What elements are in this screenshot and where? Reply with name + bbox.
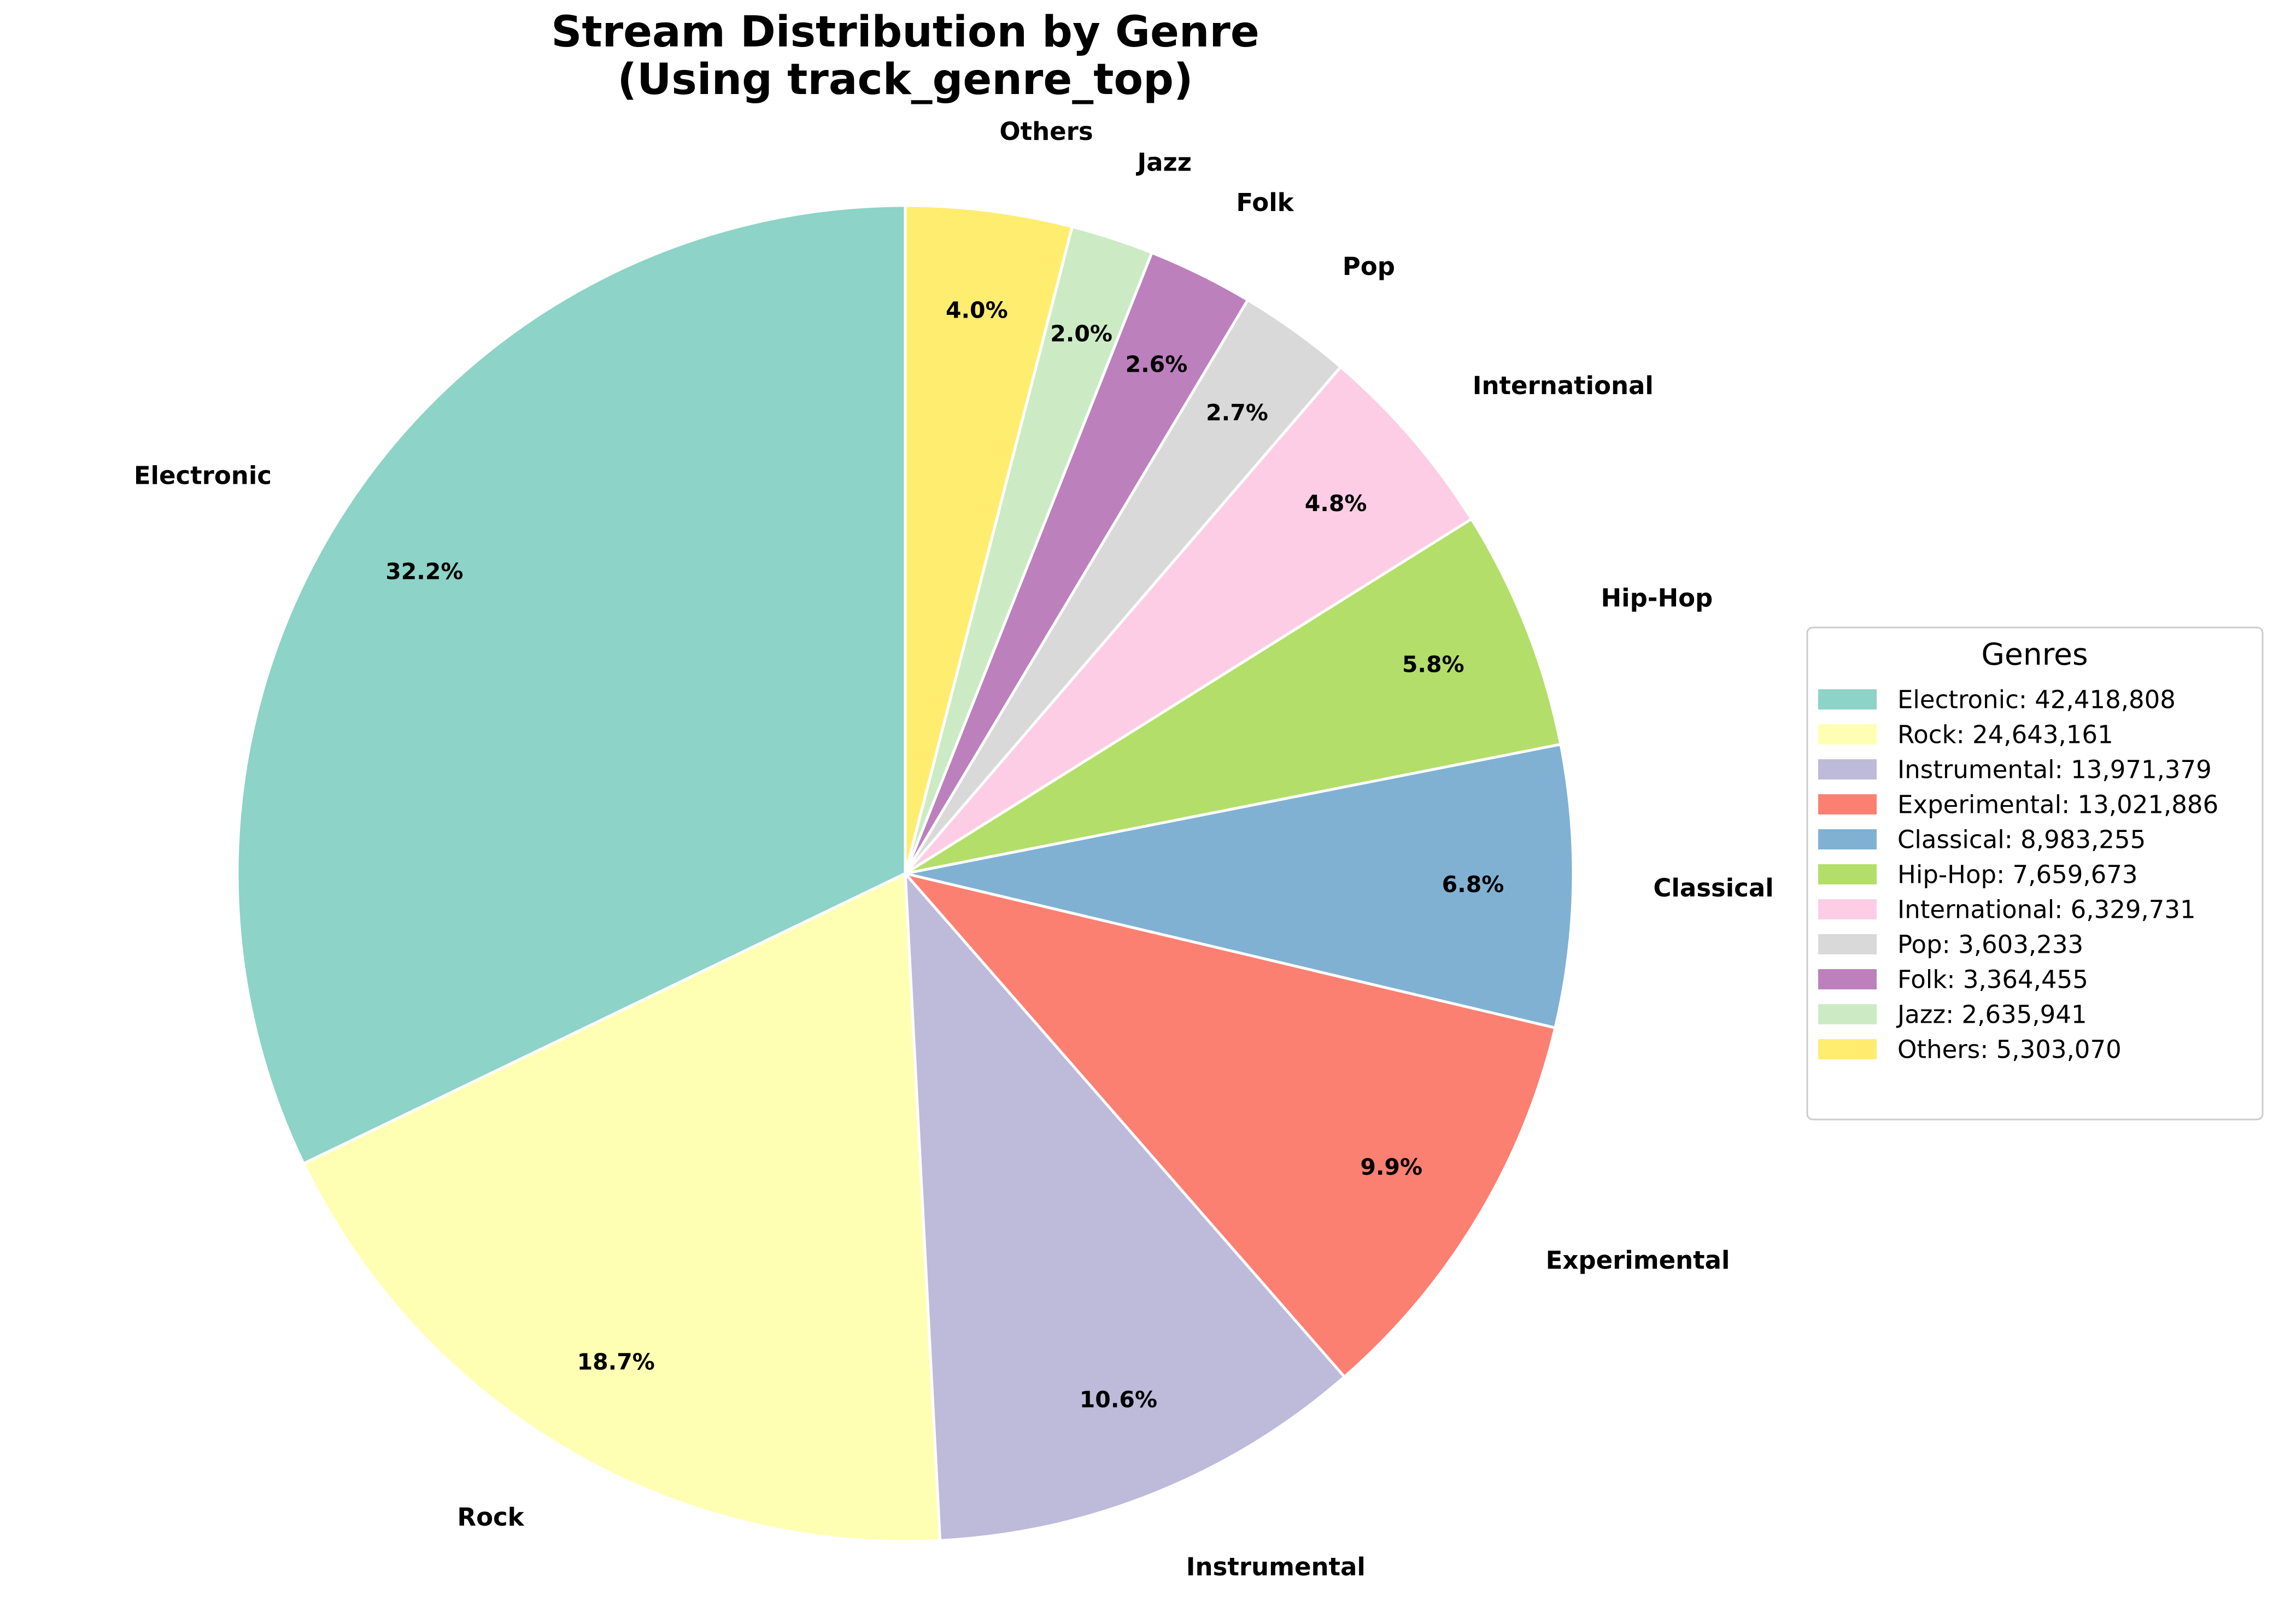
pie-slices xyxy=(236,204,1575,1543)
pie-slice-experimental xyxy=(904,872,1557,1379)
legend-swatch-pop xyxy=(1818,934,1877,954)
legend-items: Electronic: 42,418,808 Rock: 24,643,161 In… xyxy=(1818,685,2218,1064)
pie-slice-electronic xyxy=(236,204,907,1165)
legend: Genres Electronic: 42,418,808 Rock: 24,64… xyxy=(1806,626,2264,1121)
legend-item-folk: Folk: 3,364,455 xyxy=(1818,965,2088,994)
chart-title-line-1: Stream Distribution by Genre xyxy=(551,8,1259,57)
percent-label-others: 4.0% xyxy=(946,297,1008,324)
legend-item-classical: Classical: 8,983,255 xyxy=(1818,825,2146,854)
legend-item-instrumental: Instrumental: 13,971,379 xyxy=(1818,755,2212,784)
category-label-international: International xyxy=(1473,371,1654,400)
percent-labels: 32.2% 18.7% 10.6% 9.9% 6.8% 5.8% 4.8% 2.7% 2.6% 2… xyxy=(385,297,1504,1413)
legend-item-pop: Pop: 3,603,233 xyxy=(1818,930,2083,959)
legend-swatch-jazz xyxy=(1818,1004,1877,1024)
percent-label-classical: 6.8% xyxy=(1442,871,1504,898)
legend-label-hip-hop: Hip-Hop: 7,659,673 xyxy=(1897,860,2138,889)
category-label-rock: Rock xyxy=(457,1503,524,1532)
percent-label-jazz: 2.0% xyxy=(1050,321,1112,347)
category-label-jazz: Jazz xyxy=(1135,148,1192,177)
legend-swatch-experimental xyxy=(1818,794,1877,814)
category-label-classical: Classical xyxy=(1653,873,1773,902)
category-label-instrumental: Instrumental xyxy=(1186,1552,1366,1581)
chart-title-line-2: (Using track_genre_top) xyxy=(617,55,1193,104)
percent-label-international: 4.8% xyxy=(1305,490,1367,517)
category-label-pop: Pop xyxy=(1343,252,1395,281)
category-label-experimental: Experimental xyxy=(1546,1246,1730,1275)
legend-label-experimental: Experimental: 13,021,886 xyxy=(1897,790,2218,819)
pie-slice-classical xyxy=(904,743,1575,1029)
legend-swatch-electronic xyxy=(1818,689,1877,710)
legend-label-jazz: Jazz: 2,635,941 xyxy=(1896,1000,2087,1029)
legend-frame xyxy=(1806,626,2264,1121)
percent-label-pop: 2.7% xyxy=(1206,400,1268,426)
legend-swatch-others xyxy=(1818,1039,1877,1059)
category-label-others: Others xyxy=(999,117,1093,146)
legend-item-international: International: 6,329,731 xyxy=(1818,895,2196,924)
legend-label-classical: Classical: 8,983,255 xyxy=(1897,825,2146,854)
legend-swatch-classical xyxy=(1818,829,1877,849)
legend-item-electronic: Electronic: 42,418,808 xyxy=(1818,685,2176,714)
legend-swatch-international xyxy=(1818,899,1877,919)
legend-label-electronic: Electronic: 42,418,808 xyxy=(1897,685,2176,714)
legend-label-rock: Rock: 24,643,161 xyxy=(1897,720,2113,749)
pie-slice-others xyxy=(904,204,1074,875)
category-label-electronic: Electronic xyxy=(134,461,272,490)
legend-label-instrumental: Instrumental: 13,971,379 xyxy=(1897,755,2212,784)
legend-swatch-hip-hop xyxy=(1818,864,1877,884)
legend-label-international: International: 6,329,731 xyxy=(1897,895,2196,924)
legend-item-hip-hop: Hip-Hop: 7,659,673 xyxy=(1818,860,2138,889)
category-label-folk: Folk xyxy=(1236,188,1294,217)
pie-slice-rock xyxy=(302,872,942,1543)
percent-label-instrumental: 10.6% xyxy=(1080,1387,1157,1413)
percent-label-electronic: 32.2% xyxy=(385,559,463,585)
legend-item-others: Others: 5,303,070 xyxy=(1818,1035,2122,1064)
legend-swatch-instrumental xyxy=(1818,759,1877,779)
legend-item-rock: Rock: 24,643,161 xyxy=(1818,720,2113,749)
pie-slice-international xyxy=(904,365,1473,875)
legend-label-others: Others: 5,303,070 xyxy=(1897,1035,2122,1064)
legend-label-pop: Pop: 3,603,233 xyxy=(1897,930,2083,959)
percent-label-hip-hop: 5.8% xyxy=(1402,652,1464,678)
chart-title: Stream Distribution by Genre (Using trac… xyxy=(551,8,1259,104)
legend-swatch-folk xyxy=(1818,969,1877,989)
category-labels: Electronic Rock Instrumental Experimental Cl… xyxy=(134,117,1774,1581)
legend-item-jazz: Jazz: 2,635,941 xyxy=(1818,1000,2087,1029)
percent-label-folk: 2.6% xyxy=(1126,351,1188,377)
category-label-hip-hop: Hip-Hop xyxy=(1601,584,1713,613)
percent-label-experimental: 9.9% xyxy=(1360,1154,1422,1180)
legend-swatch-rock xyxy=(1818,724,1877,744)
percent-label-rock: 18.7% xyxy=(577,1349,655,1375)
legend-item-experimental: Experimental: 13,021,886 xyxy=(1818,790,2218,819)
legend-label-folk: Folk: 3,364,455 xyxy=(1897,965,2088,994)
legend-title: Genres xyxy=(1981,637,2088,672)
pie-slice-hip-hop xyxy=(904,517,1562,875)
pie-slice-instrumental xyxy=(904,872,1346,1542)
